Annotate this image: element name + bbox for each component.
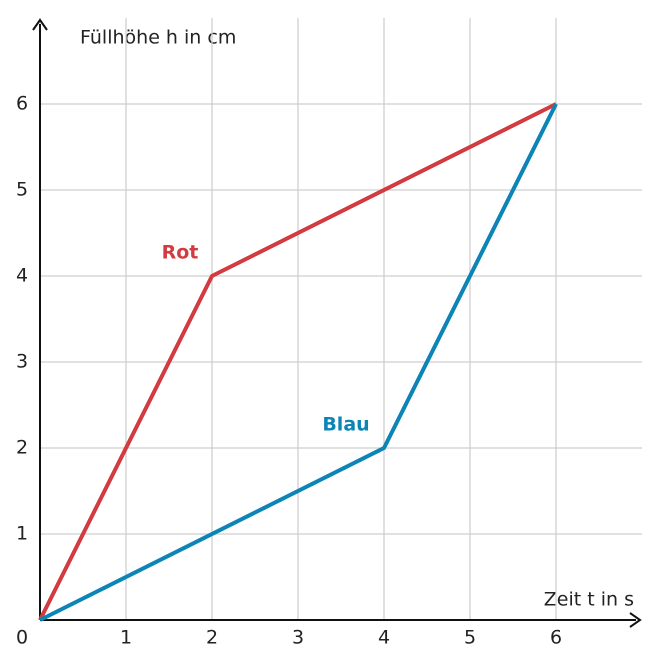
- x-tick-label: 4: [378, 627, 390, 649]
- y-tick-label: 4: [16, 265, 28, 287]
- y-tick-label: 6: [16, 93, 28, 115]
- series-name: Blau: [322, 414, 369, 436]
- y-axis-arrow: [32, 18, 48, 31]
- y-tick-label: 1: [16, 523, 28, 545]
- series-line: [38, 102, 557, 621]
- x-tick-label: 0: [16, 627, 28, 649]
- series-name: Rot: [162, 242, 199, 264]
- x-axis-arrow: [629, 612, 642, 628]
- x-axis-label: Zeit t in s: [544, 589, 634, 611]
- x-tick-label: 6: [550, 627, 562, 649]
- y-tick-label: 2: [16, 437, 28, 459]
- y-tick-label: 3: [16, 351, 28, 373]
- x-tick-label: 5: [464, 627, 476, 649]
- x-tick-label: 1: [120, 627, 132, 649]
- series-line: [39, 103, 558, 622]
- y-tick-label: 5: [16, 179, 28, 201]
- x-tick-label: 2: [206, 627, 218, 649]
- x-tick-label: 3: [292, 627, 304, 649]
- y-axis-label: Füllhöhe h in cm: [80, 27, 236, 49]
